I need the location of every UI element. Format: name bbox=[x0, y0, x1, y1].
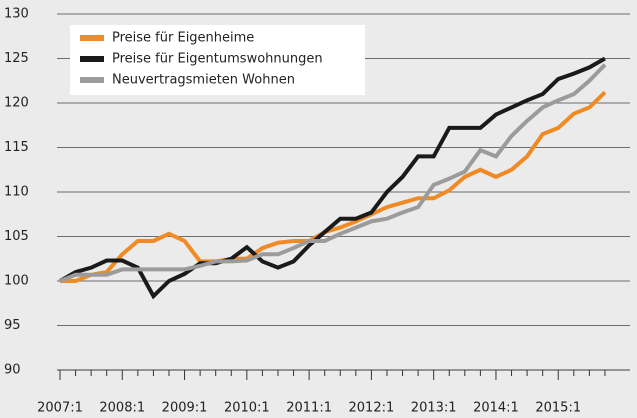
x-tick-label: 2010:1 bbox=[224, 401, 270, 416]
y-tick-label: 95 bbox=[4, 318, 21, 333]
legend-swatch bbox=[80, 77, 104, 83]
x-tick-label: 2013:1 bbox=[411, 401, 457, 416]
x-tick-label: 2011:1 bbox=[286, 401, 332, 416]
legend-label: Preise für Eigentumswohnungen bbox=[112, 52, 323, 67]
series-line bbox=[59, 63, 607, 283]
legend-label: Preise für Eigenheime bbox=[112, 31, 254, 46]
series-line bbox=[59, 56, 606, 300]
legend-box bbox=[70, 25, 365, 95]
y-tick-label: 90 bbox=[4, 363, 21, 378]
series-line bbox=[60, 90, 607, 283]
y-tick-label: 115 bbox=[4, 140, 29, 155]
legend-swatch bbox=[80, 56, 104, 62]
x-tick-label: 2012:1 bbox=[349, 401, 395, 416]
x-tick-label: 2008:1 bbox=[99, 401, 145, 416]
x-tick-label: 2009:1 bbox=[162, 401, 208, 416]
x-tick-label: 2015:1 bbox=[535, 401, 581, 416]
y-tick-label: 100 bbox=[4, 274, 29, 289]
y-tick-label: 120 bbox=[4, 96, 29, 111]
x-tick-label: 2014:1 bbox=[473, 401, 519, 416]
legend-label: Neuvertragsmieten Wohnen bbox=[112, 73, 295, 88]
y-tick-label: 130 bbox=[4, 7, 29, 22]
legend-swatch bbox=[80, 35, 104, 41]
y-tick-label: 105 bbox=[4, 229, 29, 244]
legend: Preise für Eigenheime Preise für Eigentum… bbox=[70, 25, 365, 95]
y-tick-label: 125 bbox=[4, 51, 29, 66]
y-tick-label: 110 bbox=[4, 185, 29, 200]
x-tick-label: 2007:1 bbox=[37, 401, 83, 416]
